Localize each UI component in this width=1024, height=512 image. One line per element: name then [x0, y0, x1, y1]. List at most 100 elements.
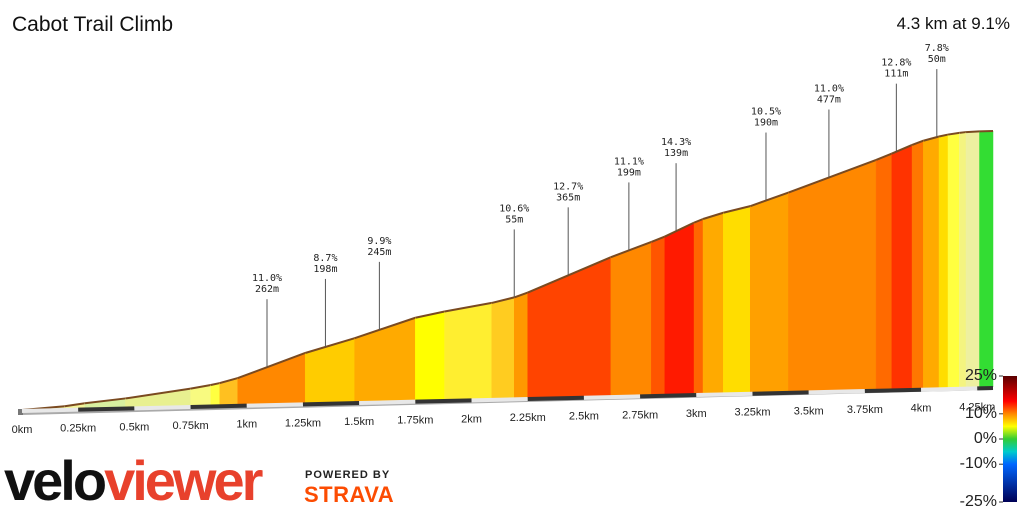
chart-title: Cabot Trail Climb	[12, 13, 173, 36]
x-tick-dash	[808, 389, 865, 395]
colorbar-label: 25%	[965, 367, 997, 384]
grade-segment	[651, 236, 666, 396]
colorbar-label: -10%	[960, 455, 997, 472]
grade-segment	[788, 159, 877, 393]
x-tick-label: 4.25km	[959, 401, 995, 413]
grade-segment	[693, 218, 704, 395]
grade-segment	[664, 222, 695, 396]
x-tick-dash	[21, 407, 79, 413]
x-tick-dash	[696, 391, 753, 398]
profile-edge	[491, 296, 515, 304]
annotation-grade: 14.3%	[661, 137, 691, 148]
grade-segment	[723, 205, 751, 394]
grade-segment	[959, 131, 967, 389]
annotation-grade: 7.8%	[925, 43, 949, 54]
annotation-grade: 10.6%	[499, 203, 529, 214]
x-tick-label: 1.75km	[397, 415, 433, 427]
x-tick-dash	[471, 397, 528, 403]
x-tick-dash	[583, 394, 641, 400]
x-tick-dash	[246, 402, 304, 408]
grade-segment	[491, 297, 515, 400]
x-tick-dash	[302, 401, 360, 407]
profile-edge	[304, 337, 355, 354]
profile-edge	[210, 382, 221, 386]
x-tick-label: 3.25km	[734, 407, 770, 419]
profile-edge	[84, 397, 126, 405]
grade-segment	[702, 212, 724, 395]
colorbar-label: -25%	[960, 493, 997, 510]
grade-segment	[210, 382, 221, 406]
profile-edge	[444, 301, 492, 313]
profile-edge	[650, 235, 666, 243]
x-tick-dash	[921, 386, 978, 392]
x-tick-label: 2km	[461, 413, 482, 425]
profile-edge	[664, 221, 695, 238]
profile-edge	[237, 352, 306, 380]
profile-edge	[875, 152, 893, 161]
profile-edge	[911, 139, 924, 146]
x-tick-dash	[640, 393, 697, 399]
grade-segment	[750, 192, 789, 394]
profile-edge	[190, 383, 211, 390]
x-tick-dash	[359, 399, 416, 406]
x-tick-label: 0.5km	[119, 421, 149, 433]
annotation-grade: 12.8%	[881, 58, 911, 69]
x-tick-label: 3km	[686, 408, 707, 420]
grade-segment	[965, 131, 980, 388]
brand-velo: velo	[4, 449, 106, 512]
x-tick-dash	[864, 387, 922, 394]
annotation-grade: 10.5%	[751, 107, 781, 118]
x-tick-label: 1.25km	[285, 417, 321, 429]
profile-edge	[64, 402, 86, 408]
annotation-length: 477m	[817, 94, 841, 105]
profile-edge	[513, 291, 529, 299]
x-tick-label: 3.75km	[847, 404, 883, 416]
grade-segment	[354, 317, 416, 403]
x-tick-label: 0km	[12, 424, 33, 436]
annotation-grade: 11.1%	[614, 156, 644, 167]
colorbar-label: 10%	[965, 405, 997, 422]
annotation-length: 50m	[928, 54, 946, 65]
grade-segment	[923, 136, 940, 389]
profile-edge	[965, 130, 980, 134]
x-tick-label: 2.75km	[622, 409, 658, 421]
profile-edge	[219, 377, 239, 385]
strava: STRAVA	[304, 482, 394, 507]
grade-segment	[304, 337, 355, 404]
grade-segment	[875, 153, 893, 391]
annotation-grade: 11.0%	[252, 273, 282, 284]
start-cap	[18, 409, 23, 415]
x-tick-dash	[190, 403, 247, 410]
annotation-length: 365m	[556, 192, 580, 203]
x-tick-label: 2.25km	[510, 412, 546, 424]
x-tick-dash	[134, 405, 191, 411]
profile-edge	[527, 256, 612, 294]
grade-segment	[911, 140, 924, 390]
profile-edge	[891, 143, 913, 155]
annotation-length: 55m	[505, 214, 523, 225]
profile-edge	[749, 191, 789, 208]
grade-segment	[610, 241, 652, 397]
annotation-length: 190m	[754, 118, 778, 129]
annotation-length: 198m	[313, 264, 337, 275]
profile-edge	[125, 387, 191, 400]
profile-edge	[693, 218, 704, 224]
profile-edge	[959, 131, 967, 134]
grade-segment	[938, 134, 949, 389]
x-tick-label: 2.5km	[569, 411, 599, 423]
grade-segment	[891, 144, 913, 390]
profile-edge	[415, 310, 445, 319]
profile-edge	[702, 211, 724, 220]
annotation-length: 262m	[255, 284, 279, 295]
grade-segment	[237, 352, 306, 406]
x-tick-dash	[78, 406, 135, 412]
profile-edge	[923, 135, 940, 142]
grade-segment	[513, 292, 528, 399]
grade-segment	[444, 302, 493, 401]
x-tick-label: 0.75km	[173, 420, 209, 432]
grade-segment	[415, 311, 445, 401]
x-tick-dash	[415, 398, 472, 404]
profile-edge	[354, 316, 416, 340]
